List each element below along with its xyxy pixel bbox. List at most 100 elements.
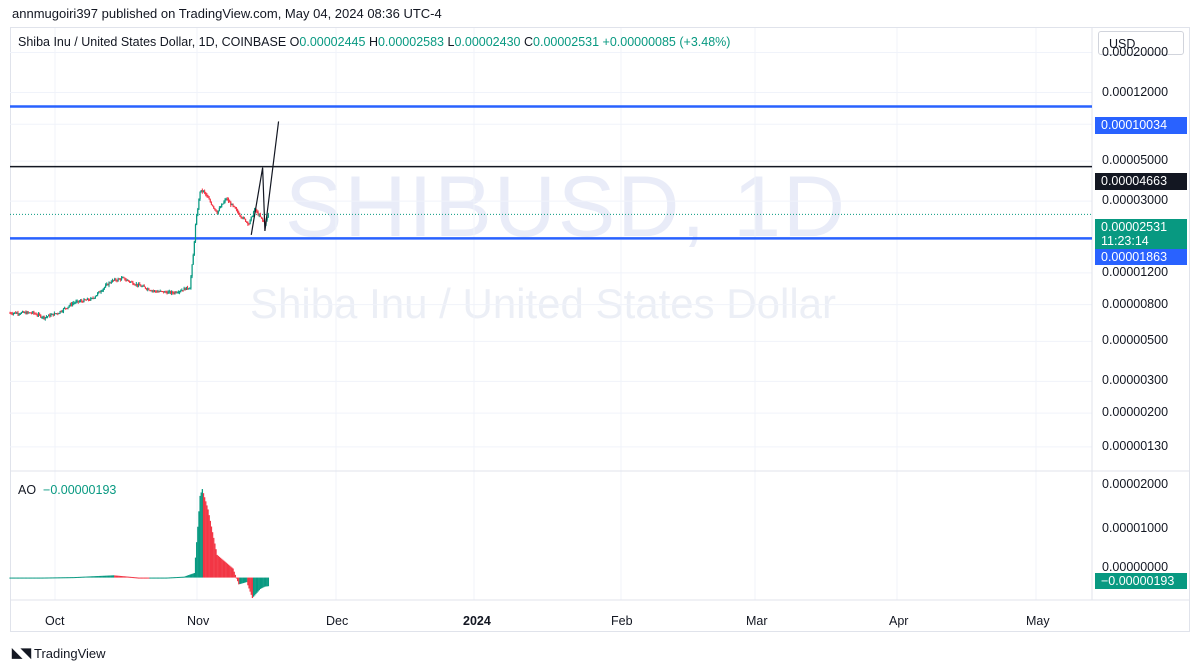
candle-body bbox=[186, 286, 189, 289]
ao-bar bbox=[108, 575, 110, 578]
ao-bar bbox=[211, 532, 214, 578]
candle-body bbox=[69, 303, 71, 306]
candle-body bbox=[82, 301, 84, 303]
candle-body bbox=[213, 206, 215, 209]
candle-body bbox=[71, 303, 74, 306]
candle-body bbox=[128, 280, 131, 282]
candle-body bbox=[166, 292, 168, 294]
ao-bar bbox=[120, 576, 123, 578]
candle-body bbox=[33, 311, 35, 314]
ao-bar bbox=[114, 575, 116, 578]
candle-body bbox=[254, 208, 256, 213]
candle-body bbox=[77, 300, 79, 302]
candle-body bbox=[153, 290, 156, 292]
candle-body bbox=[43, 316, 45, 319]
candle-body bbox=[211, 204, 214, 207]
candle-body bbox=[108, 282, 110, 286]
ao-bar bbox=[184, 576, 186, 578]
ao-bar bbox=[125, 576, 127, 578]
close-value: 0.00002531 bbox=[533, 35, 600, 49]
candle-body bbox=[161, 291, 164, 293]
ao-bar bbox=[188, 575, 190, 578]
price-axis-label: 0.00000800 bbox=[1102, 296, 1169, 311]
ao-bar bbox=[45, 577, 48, 579]
candle-body bbox=[267, 214, 269, 218]
ao-bar bbox=[206, 505, 208, 578]
ao-bar bbox=[190, 574, 192, 578]
candle-body bbox=[260, 216, 263, 219]
candle-body bbox=[206, 194, 208, 196]
ao-bar bbox=[89, 576, 91, 578]
candle-body bbox=[84, 299, 86, 301]
candle-body bbox=[32, 311, 34, 314]
publish-line: annmugoiri397 published on TradingView.c… bbox=[12, 6, 442, 21]
candle-body bbox=[244, 218, 247, 222]
candle-body bbox=[67, 306, 69, 309]
ao-bar bbox=[132, 577, 134, 579]
candle-body bbox=[37, 313, 40, 316]
candle-body bbox=[221, 204, 223, 208]
ao-bar bbox=[46, 577, 49, 579]
ao-bar bbox=[242, 577, 244, 584]
time-axis-label: 2024 bbox=[463, 614, 491, 628]
ao-bar bbox=[32, 577, 34, 579]
candle-body bbox=[148, 288, 150, 291]
candle-body bbox=[256, 210, 258, 212]
ao-bar bbox=[178, 576, 181, 578]
price-axis-label: 0.00012000 bbox=[1102, 84, 1169, 99]
candle-body bbox=[116, 280, 118, 282]
ao-bar bbox=[67, 577, 69, 579]
candle-body bbox=[173, 293, 175, 295]
zigzag-drawing bbox=[250, 121, 280, 235]
ao-bar bbox=[79, 576, 82, 578]
candle-body bbox=[59, 311, 61, 314]
ao-bar bbox=[177, 576, 180, 578]
candle-body bbox=[26, 311, 28, 315]
ao-bar bbox=[247, 577, 249, 586]
candle-body bbox=[239, 214, 241, 216]
candle-body bbox=[119, 278, 121, 280]
candle-body bbox=[177, 292, 180, 294]
candle-body bbox=[252, 212, 255, 217]
currency-button[interactable]: USD bbox=[1098, 31, 1184, 55]
tradingview-brand[interactable]: ◣◥ TradingView bbox=[12, 645, 106, 661]
ao-bar bbox=[25, 577, 27, 579]
candle-body bbox=[202, 190, 205, 192]
candle-body bbox=[246, 221, 248, 223]
ao-bar bbox=[252, 577, 255, 597]
ao-bar bbox=[235, 577, 238, 579]
candle-body bbox=[70, 303, 73, 306]
candle-body bbox=[175, 291, 177, 293]
lower-level-tag: 0.00001863 bbox=[1095, 249, 1187, 265]
candle-body bbox=[136, 283, 139, 286]
ao-bar bbox=[248, 577, 250, 589]
candle-body bbox=[205, 192, 207, 195]
candle-body bbox=[266, 216, 268, 221]
ao-bar bbox=[264, 577, 266, 587]
candle-body bbox=[75, 301, 77, 303]
candle-body bbox=[49, 314, 51, 317]
candle-body bbox=[130, 281, 132, 283]
candle-body bbox=[21, 311, 24, 313]
candle-body bbox=[182, 290, 184, 292]
candle-body bbox=[78, 301, 81, 303]
candle-body bbox=[234, 206, 236, 209]
ao-bar bbox=[217, 555, 219, 578]
ao-bar bbox=[196, 542, 198, 578]
candle-body bbox=[142, 285, 144, 287]
ao-bar bbox=[124, 576, 126, 578]
candle-body bbox=[201, 190, 203, 192]
candle-body bbox=[134, 284, 136, 286]
ao-bar bbox=[161, 577, 164, 579]
candle-body bbox=[150, 290, 152, 292]
ao-bar bbox=[234, 574, 237, 578]
candle-body bbox=[120, 277, 123, 280]
ao-bar bbox=[183, 576, 185, 578]
ao-bar bbox=[60, 577, 62, 579]
time-axis-label: Nov bbox=[187, 614, 210, 628]
ao-bar bbox=[199, 495, 201, 578]
ao-bar bbox=[214, 543, 216, 578]
ao-value: −0.00000193 bbox=[43, 483, 117, 497]
ao-bar bbox=[37, 577, 40, 579]
